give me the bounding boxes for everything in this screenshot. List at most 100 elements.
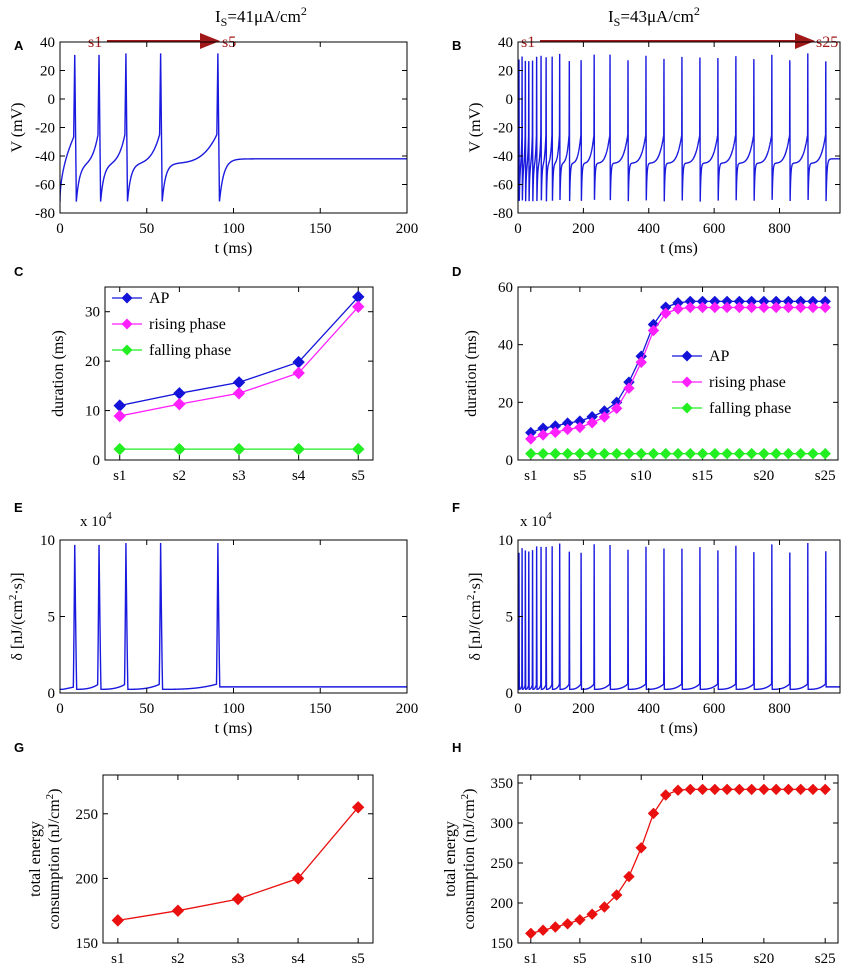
- seq-arrow-a: s1 s5: [88, 33, 236, 51]
- y-axis-label-end-F: ·s)]: [467, 572, 484, 594]
- xtick-label-E: 100: [222, 701, 245, 717]
- y-axis-label-line2-text-H: consumption (nJ/cm: [461, 799, 478, 930]
- data-point-G-0: [231, 892, 245, 906]
- data-point-D-1: [586, 417, 598, 429]
- data-point-H-0: [733, 783, 746, 796]
- data-point-D-2: [549, 447, 562, 460]
- data-point-D-1: [745, 301, 758, 314]
- ytick-label-B: 20: [498, 64, 513, 80]
- legend-marker-D: [681, 350, 693, 362]
- y-axis-label-C: duration (ms): [50, 330, 67, 417]
- ytick-label-A: -60: [35, 178, 55, 194]
- ytick-label-H: 250: [491, 856, 514, 872]
- ytick-label-B: -80: [493, 206, 513, 222]
- data-point-H-0: [794, 783, 807, 796]
- legend-label-C: falling phase: [149, 342, 231, 359]
- data-point-D-1: [561, 423, 574, 436]
- data-point-D-1: [770, 301, 782, 314]
- data-point-D-1: [807, 301, 819, 314]
- y-axis-label-text-F: δ [nJ/(cm: [467, 600, 484, 661]
- data-point-D-2: [647, 447, 660, 460]
- y-axis-label-F: δ [nJ/(cm2·s)]: [465, 572, 484, 660]
- axes-frame-D: [517, 286, 839, 461]
- data-point-D-1: [684, 301, 696, 314]
- panel-label-d: D: [452, 264, 461, 279]
- data-point-D-2: [770, 447, 782, 460]
- data-point-C-0: [113, 399, 126, 412]
- y-axis-label-sup-E: 2: [7, 595, 19, 601]
- ytick-label-H: 350: [491, 776, 514, 792]
- series-line-H-0: [530, 788, 826, 935]
- plot-area-g: 150 200 250 s1 s2 s3 s4 s5 total energy consumpti…: [27, 774, 374, 967]
- data-point-C-1: [113, 409, 126, 423]
- ytick-label-H: 200: [491, 896, 514, 912]
- data-point-D-2: [782, 447, 795, 460]
- trace-line-B: [518, 53, 840, 202]
- y-axis-label-line2-H: consumption (nJ/cm2): [459, 788, 478, 929]
- data-point-D-1: [696, 301, 709, 314]
- data-point-C-2: [232, 442, 246, 456]
- data-point-H-0: [770, 783, 782, 796]
- data-point-D-1: [721, 301, 733, 314]
- data-point-H-0: [672, 784, 684, 796]
- ytick-label-D: 20: [498, 395, 513, 411]
- multiplier-f: x 104: [520, 510, 552, 530]
- data-point-D-2: [660, 447, 672, 460]
- data-point-C-1: [352, 300, 365, 313]
- ytick-label-B: -60: [493, 178, 513, 194]
- xtick-label-E: 200: [396, 701, 419, 717]
- data-point-D-1: [598, 411, 611, 423]
- xtick-label-F: 0: [514, 701, 522, 717]
- data-point-D-1: [623, 382, 635, 394]
- axes-frame-F: [517, 539, 841, 694]
- xtick-label-H: s1: [524, 951, 537, 967]
- data-point-D-2: [696, 447, 709, 460]
- data-point-D-2: [574, 447, 586, 460]
- xtick-label-G: s2: [171, 951, 184, 967]
- data-point-D-2: [758, 447, 770, 460]
- panel-f: F x 104 0 5 10 0 200 400 600 800 t (ms) δ [nJ/(cm…: [452, 500, 841, 737]
- panel-label-a: A: [14, 38, 24, 53]
- panel-g: G 150 200 250 s1 s2 s3 s4 s5 total energy consump…: [14, 740, 374, 967]
- xtick-label-A: 100: [222, 221, 245, 237]
- data-point-G-0: [171, 904, 185, 917]
- xtick-label-D: s25: [815, 468, 836, 484]
- data-point-H-0: [782, 783, 795, 796]
- data-point-H-0: [586, 908, 598, 920]
- ytick-label-E: 5: [48, 610, 56, 626]
- data-point-H-0: [819, 783, 831, 796]
- data-point-D-2: [684, 447, 696, 460]
- data-point-D-1: [610, 402, 623, 415]
- data-point-H-0: [647, 807, 660, 820]
- xtick-label-D: s20: [753, 468, 774, 484]
- x-axis-label-E: t (ms): [215, 720, 253, 737]
- data-point-H-0: [537, 924, 549, 936]
- xtick-label-B: 200: [572, 221, 595, 237]
- y-axis-label-line2-sup-H: 2: [459, 794, 471, 800]
- legend-label-D: falling phase: [709, 400, 791, 417]
- ytick-label-A: 0: [48, 92, 56, 108]
- plot-area-a: -80 -60 -40 -20 0 20 40 0 50 100 150 200 t (ms) V (mV…: [9, 35, 418, 257]
- data-point-D-1: [709, 301, 721, 314]
- data-point-D-2: [745, 447, 758, 460]
- data-point-D-2: [721, 447, 733, 460]
- ytick-label-G: 150: [76, 936, 99, 952]
- data-point-C-2: [113, 442, 126, 456]
- legend-marker-C: [121, 292, 133, 304]
- xtick-label-D: s1: [524, 468, 537, 484]
- ytick-label-H: 300: [491, 816, 514, 832]
- ytick-label-F: 5: [506, 610, 514, 626]
- panel-label-c: C: [14, 264, 24, 279]
- xtick-label-B: 0: [514, 221, 522, 237]
- y-axis-label-line2-sup-G: 2: [44, 794, 56, 800]
- ytick-label-B: -20: [493, 121, 513, 137]
- axes-frame-G: [102, 774, 374, 944]
- y-axis-label-D: duration (ms): [463, 330, 480, 417]
- ytick-label-G: 250: [76, 807, 99, 823]
- panel-a: A IS=41μA/cm2 s1 s5 -80 -60 -40 -20 0 20 40 0 50…: [9, 4, 418, 257]
- data-point-H-0: [758, 783, 770, 796]
- xtick-label-A: 50: [139, 221, 154, 237]
- data-point-D-2: [623, 447, 635, 460]
- legend-label-D: rising phase: [709, 374, 786, 391]
